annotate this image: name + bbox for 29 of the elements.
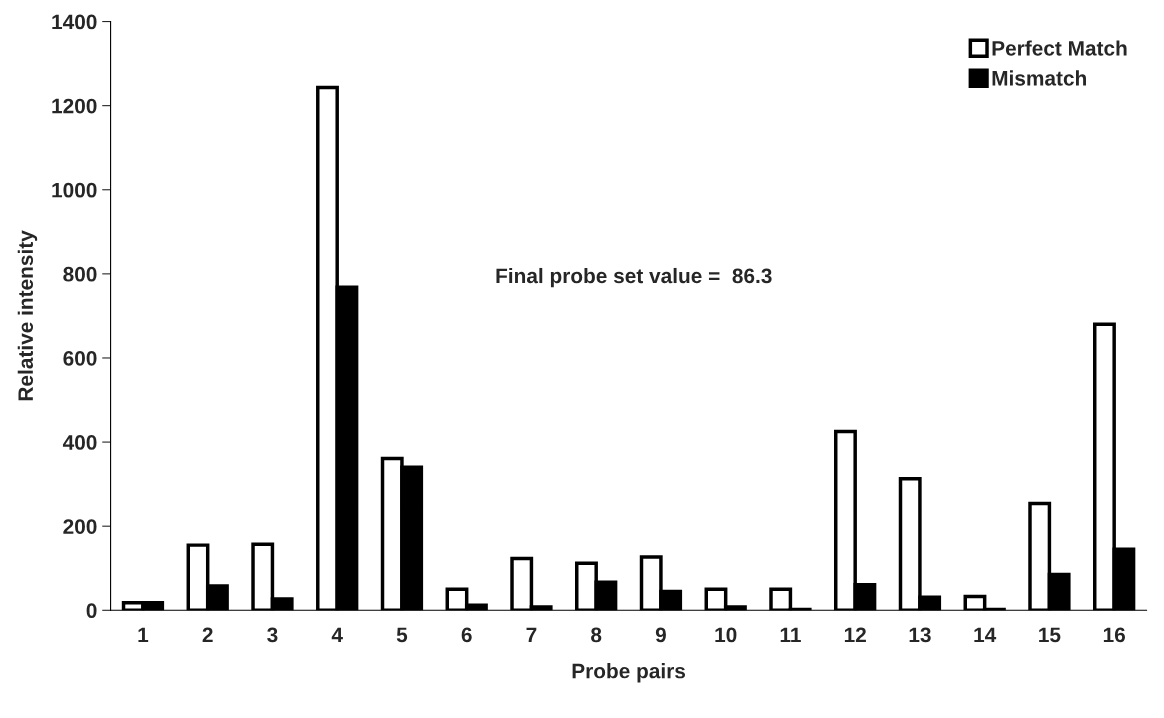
y-tick-label: 600 — [63, 350, 97, 366]
x-tick-label: 9 — [655, 627, 666, 643]
y-axis-title: Relative intensity — [17, 230, 38, 401]
x-tick-label: 14 — [974, 627, 997, 643]
x-tick-label: 5 — [396, 627, 408, 643]
legend-label: Mismatch — [992, 70, 1086, 86]
x-tick-label: 16 — [1103, 627, 1125, 643]
y-tick-label: 800 — [63, 266, 97, 282]
x-tick-label: 3 — [267, 627, 278, 643]
x-axis-title: Probe pairs — [572, 663, 686, 683]
x-tick-label: 7 — [526, 627, 537, 643]
x-tick-label: 10 — [715, 627, 737, 643]
y-tick-label: 1200 — [52, 98, 97, 114]
y-tick-label: 1400 — [52, 14, 97, 30]
y-tick-label: 400 — [62, 435, 97, 450]
x-tick-label: 2 — [202, 627, 213, 643]
y-tick-label: 200 — [63, 519, 97, 534]
x-tick-label: 4 — [331, 627, 343, 643]
x-tick-label: 12 — [844, 627, 866, 643]
legend-label: Perfect Match — [992, 40, 1127, 56]
annotation: Final probe set value = 86.3 — [496, 267, 772, 288]
x-tick-label: 15 — [1039, 627, 1061, 643]
x-tick-label: 11 — [780, 627, 801, 643]
y-tick-label: 0 — [86, 603, 97, 619]
y-tick-label: 1000 — [52, 182, 97, 198]
x-tick-label: 6 — [461, 627, 472, 643]
x-tick-label: 13 — [909, 627, 931, 643]
x-tick-label: 8 — [591, 627, 602, 643]
x-tick-label: 1 — [138, 627, 149, 643]
